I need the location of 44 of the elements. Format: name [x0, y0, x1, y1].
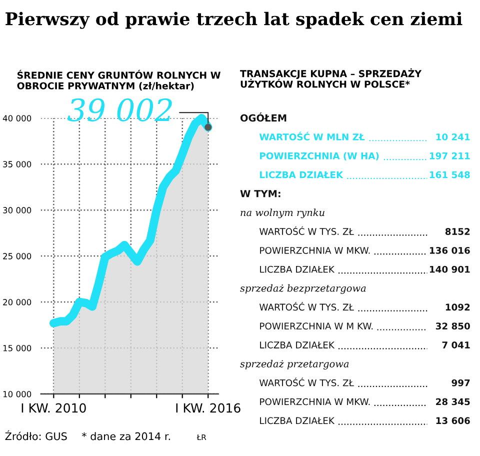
y-tick-label: 40 000	[2, 115, 32, 122]
text: 8152	[445, 228, 470, 235]
category-label: POWIERZCHNIA W M KW.	[260, 322, 373, 330]
text: 161 548	[430, 171, 470, 178]
text: 10 241	[436, 133, 470, 140]
text: 997	[452, 379, 470, 386]
category-label: sprzedaż bezprzetargowa	[240, 284, 366, 294]
y-tick-label: 15 000	[3, 344, 32, 352]
y-tick-label: 30 000	[3, 207, 32, 214]
x-tick-label: I KW. 2010	[22, 403, 86, 413]
text: 13 606	[436, 417, 470, 424]
text: 136 016	[430, 246, 470, 254]
text: 197 211	[430, 152, 470, 160]
text: 1092	[446, 304, 470, 311]
y-tick-label: 20 000	[3, 299, 32, 306]
y-tick-label: 10 000	[3, 390, 32, 398]
y-tick-label: 35 000	[3, 161, 32, 168]
text: 32 850	[436, 322, 470, 330]
category-label: WARTOŚĆ W MLN ZŁ	[259, 132, 365, 140]
category-label: LICZBA DZIAŁEK	[260, 171, 344, 178]
text: 7 041	[442, 342, 470, 348]
y-tick-label: 25 000	[3, 253, 32, 260]
category-label: OGÓŁEM	[240, 112, 286, 122]
text: TRANSAKCJE KUPNA – SPRZEDAŻY UŻYTKÓW ROLNYCH W POLSCE*	[240, 68, 422, 88]
chart-title: Pierwszy od prawie trzech lat spadek cen ziemi	[6, 12, 462, 29]
category-label: LICZBA DZIAŁEK	[260, 266, 335, 273]
category-label: WARTOŚĆ W TYS. ZŁ	[260, 378, 354, 386]
text: * dane za 2014 r.	[82, 432, 170, 440]
category-label: POWIERZCHNIA W MKW.	[260, 398, 370, 406]
text: W TYM:	[240, 190, 280, 198]
category-label: WARTOŚĆ W TYS. ZŁ	[260, 302, 354, 311]
category-label: na wolnym rynku	[240, 208, 324, 218]
data-label: 39 002	[68, 98, 172, 122]
category-label: POWIERZCHNIA W MKW.	[260, 246, 370, 254]
text: 140 901	[430, 266, 470, 273]
category-label: LICZBA DZIAŁEK	[260, 342, 335, 348]
x-tick-label: I KW. 2016	[176, 403, 240, 413]
category-label: sprzedaż przetargowa	[240, 360, 349, 370]
category-label: WARTOŚĆ W TYS. ZŁ	[260, 226, 354, 235]
text: Źródło: GUS	[5, 430, 67, 440]
category-label: POWIERZCHNIA (W HA)	[260, 152, 379, 160]
category-label: LICZBA DZIAŁEK	[260, 417, 335, 424]
text: 28 345	[436, 398, 470, 406]
chart-subtitle: ŚREDNIE CENY GRUNTÓW ROLNYCH W OBROCIE PRYWATNYM (zł/hektar)	[17, 70, 220, 90]
